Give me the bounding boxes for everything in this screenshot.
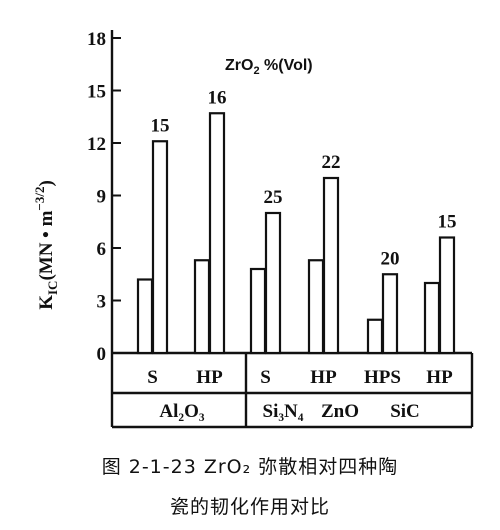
y-tick-label: 3: [97, 292, 107, 313]
y-axis-title-unit-close: ): [36, 180, 57, 186]
y-axis-title: KIC(MN • m−3/2): [32, 180, 60, 310]
y-tick-label: 18: [87, 29, 106, 50]
legend-title-post: %(Vol): [260, 57, 313, 74]
category-label: HP: [426, 367, 453, 388]
y-tick-label: 12: [87, 134, 106, 155]
legend-title-sub: 2: [253, 65, 259, 77]
bar-base: [423, 281, 441, 355]
bar-base: [136, 278, 154, 355]
y-tick-label: 0: [97, 344, 107, 365]
bar-base: [249, 267, 267, 355]
y-axis-title-main: K: [36, 295, 57, 310]
y-axis-title-unit-sup: −3/2: [32, 187, 47, 211]
bar-zro2: [438, 236, 456, 355]
y-axis-title-sub: IC: [45, 281, 60, 295]
bar-base: [307, 259, 325, 355]
plot-frame: [110, 30, 474, 429]
y-tick-label: 6: [97, 239, 107, 260]
y-axis-title-unit-open: (MN • m: [36, 210, 57, 280]
category-label: HP: [310, 367, 337, 388]
figure-caption-line-1: 图 2-1-23 ZrO₂ 弥散相对四种陶: [101, 456, 399, 478]
bar-zro2: [264, 211, 282, 355]
category-label: S: [260, 367, 271, 388]
bar-zro2: [322, 176, 340, 355]
bar-annotation: 15: [151, 115, 170, 136]
bar-base: [366, 318, 384, 355]
figure-caption-line-2: 瓷的韧化作用对比: [169, 496, 330, 518]
bar-base: [193, 259, 211, 355]
group-label: SiC: [390, 401, 420, 422]
bar-annotation: 25: [264, 187, 283, 208]
legend-title-pre: ZrO: [225, 57, 253, 74]
bar-annotation: 16: [208, 87, 227, 108]
bar-zro2: [151, 140, 169, 355]
bar-zro2: [381, 273, 399, 355]
category-label: HPS: [364, 367, 401, 388]
bar-annotation: 22: [322, 152, 341, 173]
category-label: HP: [196, 367, 223, 388]
group-label: Al₂O₃: [159, 401, 204, 422]
y-axis: 0 3 6 9 12 15 18: [87, 29, 121, 365]
bars: [136, 112, 456, 355]
bar-annotation: 20: [381, 248, 400, 269]
y-tick-label: 9: [97, 187, 107, 208]
bar-annotation: 15: [438, 212, 457, 233]
group-label: ZnO: [321, 401, 359, 422]
legend-title: ZrO2 %(Vol): [225, 57, 313, 77]
chart: 0 3 6 9 12 15 18 KIC(MN • m−3/2) ZrO2 %(Vol) 1…: [32, 29, 474, 429]
bar-zro2: [208, 112, 226, 355]
y-tick-label: 15: [87, 82, 106, 103]
category-label: S: [147, 367, 158, 388]
group-label: Si₃N₄: [263, 401, 304, 422]
